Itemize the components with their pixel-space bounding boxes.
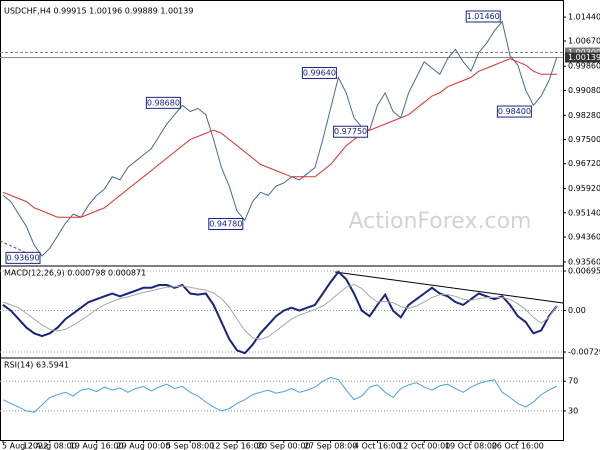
x-tick-label: 27 Sep 08:00 [304, 442, 357, 450]
annotation-box [333, 125, 369, 138]
y-tick-label: 0.97500 [568, 135, 600, 144]
annotation-label: 1.01460 [467, 12, 500, 21]
y-tick-label: 0.006954 [568, 267, 600, 276]
x-tick-label: 26 Oct 16:00 [492, 442, 544, 450]
series-line [2, 283, 558, 341]
y-tick-label: 0.94360 [568, 233, 600, 242]
y-tick-label: 0.96720 [568, 159, 600, 168]
y-tick-label: 0.99080 [568, 86, 600, 95]
series-line [2, 376, 558, 413]
pane-title: RSI(14) 63.5941 [4, 361, 69, 370]
x-tick-label: 4 Oct 16:00 [354, 442, 401, 450]
annotation-box [208, 217, 244, 230]
annotation-label: 0.94780 [209, 219, 242, 228]
annotation-box [5, 251, 41, 264]
watermark: ActionForex.com [349, 209, 532, 234]
level-label: 1.00139 [568, 53, 600, 62]
x-tick-label: 12 Aug 08:00 [23, 442, 77, 450]
x-tick-label: 29 Aug 00:00 [116, 442, 170, 450]
annotation-label: 0.99640 [303, 69, 336, 78]
x-tick-label: 5 Aug 2022 [2, 442, 48, 450]
annotation-label: 0.93690 [6, 253, 39, 262]
annotation-box [301, 67, 337, 80]
frame [0, 0, 564, 441]
level-box [565, 47, 600, 58]
x-tick-label: 19 Aug 16:00 [70, 442, 124, 450]
y-tick-label: 0.95140 [568, 208, 600, 217]
level-box [565, 52, 600, 63]
x-tick-label: 5 Sep 08:00 [166, 442, 214, 450]
annotation-label: 0.97750 [334, 127, 367, 136]
y-tick-label: -0.007294 [568, 348, 600, 357]
x-tick-label: 12 Sep 16:00 [210, 442, 263, 450]
pane-title: USDCHF,H4 0.99915 1.00196 0.99889 1.0013… [4, 7, 193, 16]
y-tick-label: 0.93560 [568, 257, 600, 266]
annotation-box [496, 105, 532, 118]
y-tick-label: 0.98280 [568, 111, 600, 120]
x-tick-label: 12 Oct 00:00 [398, 442, 450, 450]
series-line [2, 58, 557, 218]
series-line [2, 270, 558, 355]
y-tick-label: 1.00670 [568, 37, 600, 46]
x-tick-label: 20 Sep 00:00 [257, 442, 310, 450]
y-tick-label: 30 [568, 406, 578, 415]
pane-title: MACD(12,26,9) 0.000798 0.000871 [4, 269, 146, 278]
y-tick-label: 0.00 [568, 306, 586, 315]
y-tick-label: 0.95920 [568, 184, 600, 193]
trend-line [334, 271, 564, 304]
series-line [2, 20, 558, 257]
annotation-box [465, 10, 501, 23]
y-tick-label: 70 [568, 377, 578, 386]
y-tick-label: 1.01440 [568, 13, 600, 22]
x-tick-label: 19 Oct 08:00 [445, 442, 497, 450]
annotation-box [145, 96, 181, 109]
annotation-label: 0.98400 [498, 107, 531, 116]
y-tick-label: 0.99860 [568, 62, 600, 71]
annotation-label: 0.98680 [147, 98, 180, 107]
level-label: 1.00300 [568, 48, 600, 57]
trend-line [0, 240, 39, 259]
